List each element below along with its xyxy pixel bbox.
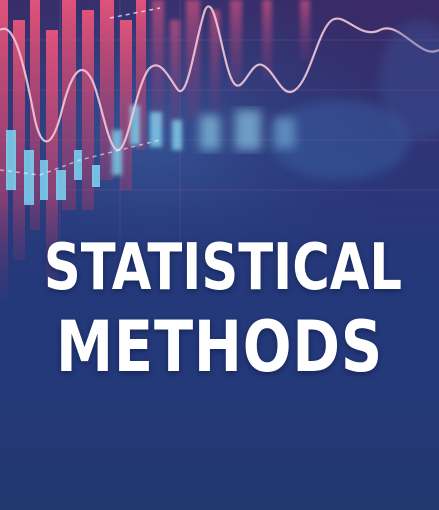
background-fade: [0, 200, 439, 340]
stock-chart-illustration: [0, 0, 439, 330]
cover-title-line1: STATISTICAL: [43, 231, 403, 305]
cover-title-line2: METHODS: [55, 306, 384, 388]
